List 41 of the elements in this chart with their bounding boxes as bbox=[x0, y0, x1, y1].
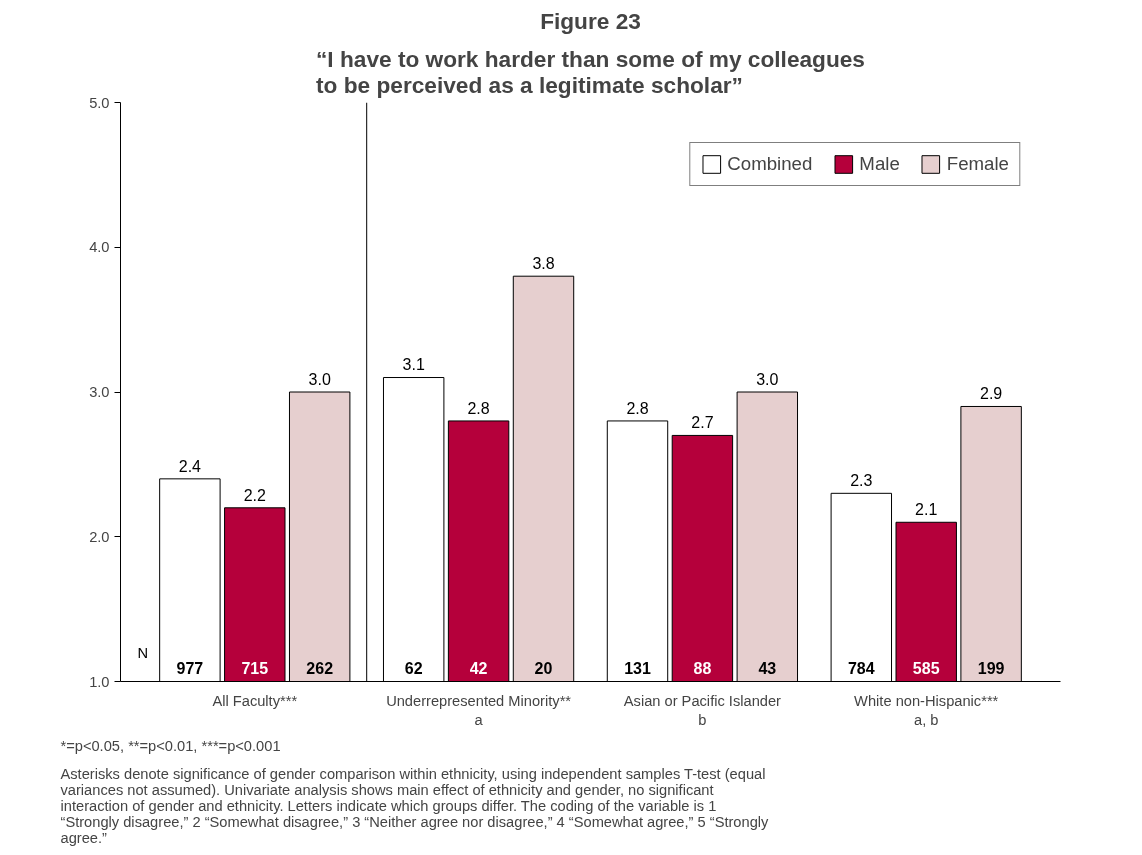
data-label: 2.9 bbox=[980, 385, 1003, 403]
annotation: 977 bbox=[176, 660, 204, 678]
y-tick-label: 2.0 bbox=[89, 528, 110, 545]
data-label: 2.7 bbox=[691, 414, 714, 432]
data-label: 3.0 bbox=[756, 370, 779, 388]
x-tick-label: Underrepresented Minority** a bbox=[386, 692, 572, 728]
text: Asterisks denote significance of gender comparison within ethnicity, using independent samples T-test (equal variances not assumed). Univariate analysis shows main effect of ethnicity and gender, no significant interaction of gender and ethnicity. Letters indicate which groups differ. The coding of the variable is 1 “Strongly disagree,” 2 “Somewhat disagree,” 3 “Neither agree nor disagree,” 4 “Somewhat agree,” 5 “Strongly agree.” bbox=[60, 765, 770, 846]
annotation: 199 bbox=[977, 660, 1005, 678]
annotation: 20 bbox=[534, 660, 553, 678]
data-label: 2.1 bbox=[915, 501, 938, 519]
data-label: 3.0 bbox=[308, 370, 331, 388]
annotation: 88 bbox=[693, 660, 712, 678]
chart-subtitle: “I have to work harder than some of my colleagues to be perceived as a legitimate scholar” bbox=[316, 45, 865, 98]
data-label: 2.4 bbox=[178, 457, 202, 475]
y-tick-label: 1.0 bbox=[89, 673, 110, 690]
data-label: 3.1 bbox=[402, 356, 425, 374]
data-label: 2.8 bbox=[467, 399, 490, 417]
annotation: 715 bbox=[241, 660, 269, 678]
annotation: 262 bbox=[306, 660, 334, 678]
x-tick-label: All Faculty*** bbox=[212, 692, 298, 709]
x-tick-label: Asian or Pacific Islander b bbox=[623, 692, 782, 728]
annotation: 784 bbox=[847, 660, 875, 678]
data-label: 2.8 bbox=[626, 399, 649, 417]
annotation: 43 bbox=[758, 660, 777, 678]
annotation: N bbox=[137, 644, 149, 661]
legend-label: Combined bbox=[727, 153, 813, 175]
chart-title: Figure 23 bbox=[540, 7, 641, 34]
y-tick-label: 3.0 bbox=[89, 384, 110, 400]
data-label: 3.8 bbox=[532, 254, 555, 272]
data-label: 2.3 bbox=[850, 472, 873, 490]
x-tick-label: White non-Hispanic*** a, b bbox=[854, 692, 999, 728]
annotation: 585 bbox=[912, 660, 940, 678]
annotation: 62 bbox=[404, 660, 423, 678]
legend-label: Male bbox=[859, 153, 900, 175]
legend-label: Female bbox=[946, 153, 1009, 175]
text: *=p<0.05, **=p<0.01, ***=p<0.001 bbox=[60, 737, 281, 754]
y-tick-label: 5.0 bbox=[89, 94, 110, 111]
data-label: 2.2 bbox=[243, 486, 267, 504]
annotation: 131 bbox=[624, 660, 651, 678]
annotation: 42 bbox=[469, 660, 488, 678]
y-tick-label: 4.0 bbox=[89, 239, 110, 256]
